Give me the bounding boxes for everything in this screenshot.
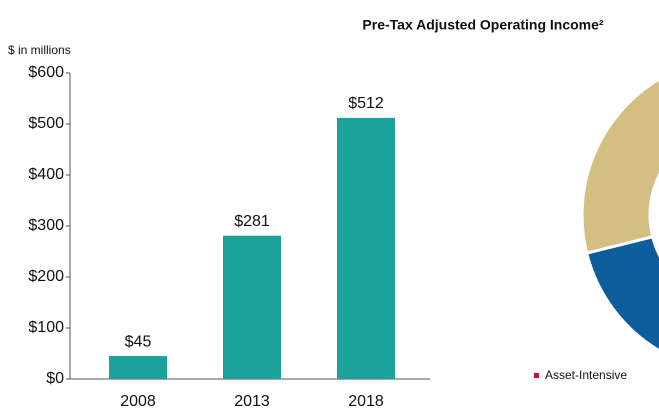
bar <box>337 117 395 379</box>
y-tick-label: $100 <box>28 319 64 336</box>
x-tick-label: 2008 <box>120 393 156 410</box>
legend-swatch <box>534 373 539 378</box>
bar <box>223 235 281 379</box>
legend-label: Asset-Intensive <box>545 368 627 382</box>
x-tick-label: 2013 <box>234 393 270 410</box>
y-axis-label: $ in millions <box>8 43 71 57</box>
value-label: $281 <box>234 213 270 230</box>
value-label: $512 <box>348 95 384 112</box>
donut-segment <box>584 234 659 353</box>
y-tick-label: $500 <box>28 115 64 132</box>
value-label: $45 <box>125 333 152 350</box>
donut-segment <box>580 77 659 256</box>
y-tick-label: $600 <box>28 64 64 81</box>
y-tick-label: $200 <box>28 268 64 285</box>
y-tick-label: $300 <box>28 217 64 234</box>
x-tick-label: 2018 <box>348 393 384 410</box>
chart-title: Pre-Tax Adjusted Operating Income² <box>362 17 603 33</box>
y-tick-label: $0 <box>46 370 64 387</box>
y-tick-label: $400 <box>28 166 64 183</box>
bar <box>109 356 167 379</box>
